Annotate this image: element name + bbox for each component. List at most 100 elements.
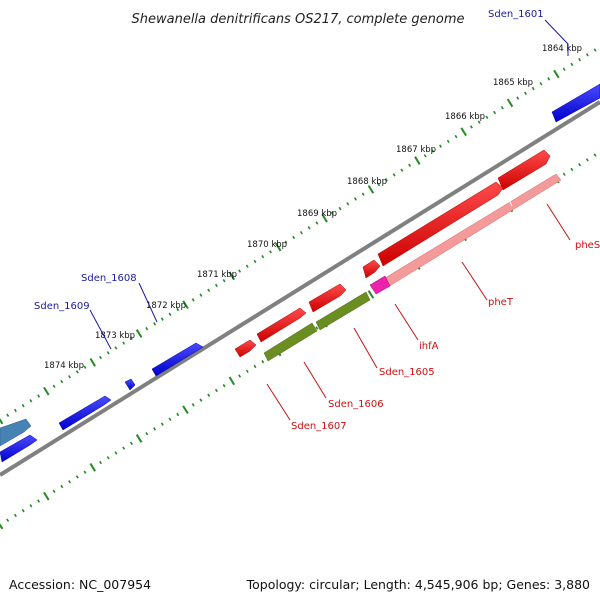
tick-mark <box>222 383 226 388</box>
gene-olive-left[interactable] <box>263 322 318 362</box>
tick-mark <box>330 211 334 216</box>
tick-mark <box>83 365 87 369</box>
tick-mark <box>191 403 195 407</box>
kbp-label: 1874 kbp <box>44 361 84 371</box>
tick-mark <box>43 491 50 501</box>
tick-mark <box>52 489 56 494</box>
tick-mark <box>168 312 172 317</box>
tick-mark <box>0 418 4 425</box>
tick-mark <box>578 57 582 62</box>
tick-mark <box>338 206 342 211</box>
gene-Sden_1607[interactable] <box>234 339 257 358</box>
tick-mark <box>191 298 195 302</box>
gene-ihfA[interactable] <box>369 275 391 295</box>
gene-label-Sden_1609[interactable]: Sden_1609 <box>34 301 90 312</box>
tick-mark <box>524 91 527 96</box>
gene-label-Sden_1608[interactable]: Sden_1608 <box>81 273 137 284</box>
tick-mark <box>21 508 25 513</box>
tick-mark <box>135 329 143 338</box>
kbp-label: 1866 kbp <box>445 112 485 122</box>
tick-mark <box>68 480 71 484</box>
gene-Sden_1605[interactable] <box>308 283 347 313</box>
gene-small-forward[interactable] <box>124 378 136 391</box>
tick-mark <box>89 462 96 472</box>
gene-Sden_1606[interactable] <box>256 307 307 343</box>
tick-mark <box>14 408 17 413</box>
tick-mark <box>562 67 566 71</box>
tick-mark <box>182 405 189 415</box>
tick-mark <box>493 110 497 115</box>
tick-mark <box>106 351 110 355</box>
tick-mark <box>37 499 41 503</box>
tick-mark <box>122 341 126 345</box>
gene-steelblue[interactable] <box>0 418 32 447</box>
tick-mark <box>122 446 126 450</box>
tick-mark <box>469 125 473 129</box>
tick-mark <box>83 470 87 474</box>
tick-mark <box>500 106 504 110</box>
tick-mark <box>315 326 319 330</box>
gene-label-pheS[interactable]: pheS <box>575 240 600 251</box>
outer-tick-ring <box>0 48 597 425</box>
tick-mark <box>43 386 50 396</box>
tick-mark <box>423 154 427 158</box>
gene-red-long[interactable] <box>377 181 504 267</box>
tick-mark <box>214 388 218 393</box>
genome-backbone <box>0 100 600 477</box>
tick-mark <box>261 359 265 364</box>
tick-mark <box>439 144 442 148</box>
gene-label-ihfA[interactable]: ihfA <box>419 341 439 352</box>
tick-mark <box>145 431 149 436</box>
gene-forward-left[interactable] <box>0 434 38 463</box>
gene-label-Sden_1607[interactable]: Sden_1607 <box>291 421 347 432</box>
tick-mark <box>377 182 381 187</box>
gene-label-pheT[interactable]: pheT <box>488 297 514 308</box>
tick-mark <box>307 226 311 230</box>
tick-mark <box>274 242 282 252</box>
inner-strand-genes <box>263 173 562 362</box>
tick-mark <box>14 513 17 518</box>
tick-mark <box>129 441 133 446</box>
gene-Sden_1608[interactable] <box>151 342 204 377</box>
tick-mark <box>516 96 520 100</box>
tick-mark <box>253 364 257 369</box>
tick-mark <box>506 98 514 108</box>
tick-mark <box>75 370 79 374</box>
tick-mark <box>207 393 211 398</box>
tick-mark <box>384 178 388 182</box>
tick-mark <box>160 422 164 426</box>
gene-label-Sden_1605[interactable]: Sden_1605 <box>379 367 435 378</box>
gene-Sden_1601[interactable] <box>551 83 600 123</box>
kbp-label: 1869 kbp <box>297 209 337 219</box>
tick-mark <box>0 523 4 530</box>
gene-olive-right[interactable] <box>315 291 371 331</box>
gene-red-small[interactable] <box>362 259 381 279</box>
tick-mark <box>153 427 157 431</box>
tick-mark <box>245 264 249 268</box>
tick-mark <box>460 127 467 137</box>
tick-mark <box>261 254 265 259</box>
gene-label-Sden_1606[interactable]: Sden_1606 <box>328 399 384 410</box>
gene-pheT[interactable] <box>384 173 562 288</box>
tick-mark <box>6 518 10 522</box>
kbp-label: 1864 kbp <box>542 44 582 54</box>
kbp-label: 1872 kbp <box>146 301 186 311</box>
tick-mark <box>238 374 242 378</box>
tick-mark <box>477 120 481 124</box>
tick-mark <box>129 336 133 341</box>
tick-mark <box>553 69 560 79</box>
tick-mark <box>176 307 180 312</box>
tick-mark <box>75 475 79 479</box>
tick-mark <box>37 394 41 398</box>
tick-mark <box>21 403 25 408</box>
label-leader-lines <box>89 19 571 421</box>
tick-mark <box>214 283 218 288</box>
gene-label-Sden_1601[interactable]: Sden_1601 <box>488 9 544 20</box>
kbp-label: 1870 kbp <box>247 240 287 250</box>
tick-mark <box>228 376 236 386</box>
tick-mark <box>99 355 102 360</box>
gene-Sden_1609[interactable] <box>58 395 112 431</box>
tick-mark <box>114 346 118 350</box>
map-title: Shewanella denitrificans OS217, complete… <box>132 12 465 27</box>
